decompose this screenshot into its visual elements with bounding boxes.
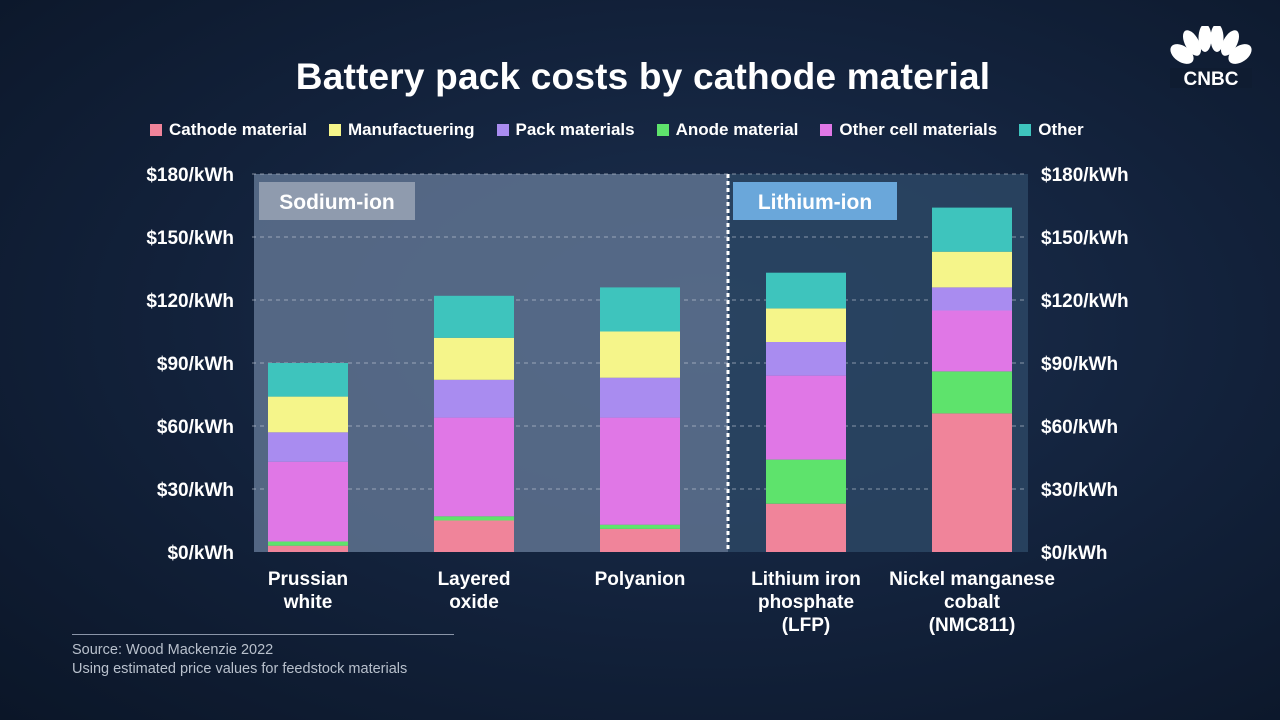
bar-segment xyxy=(268,541,348,546)
y-tick-label-left: $60/kWh xyxy=(157,417,234,438)
bar-segment xyxy=(766,375,846,460)
bar-segment xyxy=(600,528,680,552)
bar-segment xyxy=(434,417,514,517)
axis-ticks: $0/kWh $0/kWh $30/kWh $30/kWh $60/kWh $60/kWh… xyxy=(146,165,1128,564)
bar-segment xyxy=(600,287,680,332)
category-labels: Prussian white Layered oxide Polyanion Lithiu… xyxy=(268,569,1055,636)
bar-segment xyxy=(766,308,846,342)
legend-swatch xyxy=(150,124,162,136)
bar-segment xyxy=(766,503,846,552)
bar-segment xyxy=(766,459,846,504)
bar-segment xyxy=(932,371,1012,414)
legend-swatch xyxy=(496,124,509,136)
bar-segment xyxy=(932,251,1012,288)
source-line: Source: Wood Mackenzie 2022 xyxy=(72,642,274,658)
chart-title: Battery pack costs by cathode material xyxy=(295,56,991,97)
region-label: Sodium-ion xyxy=(279,191,394,214)
bar-segment xyxy=(766,272,846,309)
source-note: Source: Wood Mackenzie 2022 Using estima… xyxy=(72,634,454,679)
bars xyxy=(268,207,1012,552)
bar-segment xyxy=(268,432,348,462)
bar-segment xyxy=(600,417,680,525)
y-tick-label-right: $120/kWh xyxy=(1041,291,1129,312)
y-tick-label-right: $180/kWh xyxy=(1041,165,1129,186)
legend-item: Other xyxy=(1019,120,1084,140)
y-tick-label-left: $30/kWh xyxy=(157,480,234,501)
legend-item: Manufactuering xyxy=(328,120,475,140)
region-label: Lithium-ion xyxy=(758,191,872,214)
legend-label: Other cell materials xyxy=(839,120,998,139)
bar-segment xyxy=(268,396,348,433)
y-tick-label-right: $60/kWh xyxy=(1041,417,1118,438)
legend-item: Pack materials xyxy=(496,120,635,140)
legend-swatch xyxy=(656,124,669,136)
y-tick-label-left: $150/kWh xyxy=(146,228,234,249)
bar-segment xyxy=(600,377,680,418)
region-label-box xyxy=(733,182,897,220)
bar-segment xyxy=(434,516,514,521)
bar-segment xyxy=(766,342,846,376)
bar-segment xyxy=(434,379,514,418)
y-tick-label-left: $0/kWh xyxy=(167,543,234,564)
legend-label: Other xyxy=(1038,120,1084,139)
x-category-label: Prussian white xyxy=(268,569,348,613)
y-tick-label-left: $180/kWh xyxy=(146,165,234,186)
bar-segment xyxy=(268,461,348,542)
bar-segment xyxy=(268,545,348,552)
legend-swatch xyxy=(328,124,341,136)
region-labels: Sodium-ion Lithium-ion xyxy=(259,182,897,220)
y-tick-label-left: $90/kWh xyxy=(157,354,234,375)
x-category-label: Polyanion xyxy=(595,569,686,590)
region-label-box xyxy=(259,182,415,220)
legend-item: Other cell materials xyxy=(820,120,997,140)
legend-swatch xyxy=(1019,124,1032,136)
y-tick-label-right: $90/kWh xyxy=(1041,354,1118,375)
bar-segment xyxy=(268,363,348,397)
legend-swatch xyxy=(820,124,833,136)
legend-label: Manufactuering xyxy=(347,120,475,139)
bar-segment xyxy=(434,520,514,552)
bar-segment xyxy=(932,207,1012,252)
legend-item: Cathode material xyxy=(150,120,307,140)
x-category-label: Layered oxide xyxy=(438,569,511,613)
cnbc-peacock-logo: CNBC xyxy=(1170,26,1252,90)
y-tick-label-right: $0/kWh xyxy=(1041,543,1108,564)
bar-segment xyxy=(932,310,1012,372)
legend-label: Pack materials xyxy=(515,120,635,139)
y-tick-label-left: $120/kWh xyxy=(146,291,234,312)
bar-segment xyxy=(600,331,680,378)
legend-label: Cathode material xyxy=(169,120,307,139)
x-category-label: Lithium iron phosphate (LFP) xyxy=(751,569,861,636)
bar-segment xyxy=(932,287,1012,311)
x-category-label: Nickel manganese cobalt (NMC811) xyxy=(889,569,1055,636)
y-tick-label-right: $150/kWh xyxy=(1041,228,1129,249)
legend-item: Anode material xyxy=(656,120,799,140)
source-caveat: Using estimated price values for feedsto… xyxy=(72,661,408,677)
bar-segment xyxy=(932,413,1012,552)
bar-segment xyxy=(600,524,680,529)
legend-label: Anode material xyxy=(675,120,799,139)
bar-segment xyxy=(434,295,514,338)
y-tick-label-right: $30/kWh xyxy=(1041,480,1118,501)
bar-segment xyxy=(434,337,514,380)
cnbc-logo-text: CNBC xyxy=(1184,69,1239,90)
chart-legend: Cathode material Manufactuering Pack mater… xyxy=(150,118,1140,142)
